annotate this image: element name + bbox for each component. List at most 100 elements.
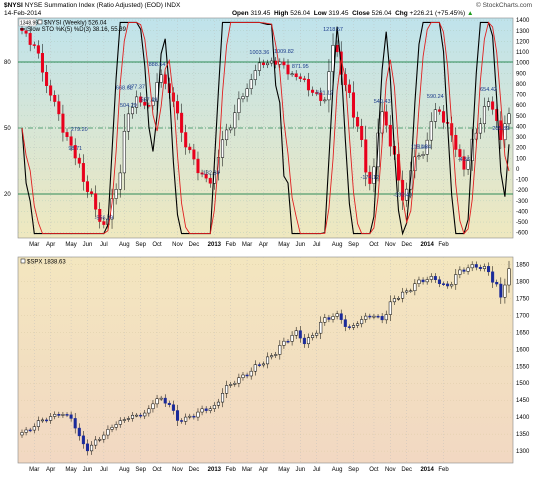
y-tick-label: 1000 (516, 61, 530, 67)
x-tick-label: Mar (242, 467, 252, 473)
nysi-candle (364, 125, 368, 187)
x-tick-label: Sep (135, 242, 146, 248)
nysi-candle (311, 86, 315, 97)
x-tick-label: Oct (369, 467, 379, 473)
y-tick-label: 1450 (516, 398, 530, 404)
nysi-candle (184, 124, 188, 155)
nysi-candle (433, 102, 437, 129)
x-tick-label: Jun (295, 467, 305, 473)
spx-candle (319, 316, 323, 340)
nysi-candle (466, 155, 470, 175)
nysi-candle (61, 104, 65, 142)
spx-candle (376, 314, 380, 319)
spx-candle (20, 429, 24, 438)
nysi-candle (245, 83, 249, 102)
spx-candle (286, 339, 290, 344)
spx-candle (77, 423, 81, 441)
value-label: 1218.57 (323, 27, 343, 33)
nysi-candle (229, 124, 233, 134)
nysi-candle (327, 59, 331, 113)
spx-candle (208, 406, 212, 414)
spx-candle (167, 400, 171, 408)
nysi-candle (499, 111, 503, 150)
nysi-candle (57, 94, 61, 121)
x-tick-label: Jul (313, 242, 321, 248)
nysi-candle (458, 144, 462, 162)
nysi-candle (360, 118, 364, 148)
spx-candle (380, 313, 384, 324)
y-tick-label: -300 (516, 199, 529, 205)
nysi-candle (405, 182, 409, 207)
spx-candle (188, 413, 192, 420)
last-value-badge-text: 1348.99 (20, 21, 38, 27)
x-tick-label: May (278, 242, 289, 248)
spx-candle (73, 412, 77, 434)
spx-candle (36, 416, 40, 431)
spx-candle (81, 431, 85, 449)
spx-candle (65, 412, 69, 418)
nysi-candle (368, 165, 372, 191)
x-tick-label: 2014 (420, 242, 434, 248)
sto-tick-label: 20 (4, 192, 11, 198)
spx-candle (372, 313, 376, 320)
x-tick-label: Aug (332, 242, 343, 248)
spx-candle (143, 409, 147, 420)
nysi-candle (192, 143, 196, 165)
y-tick-label: 200 (516, 146, 527, 152)
nysi-candle (114, 183, 118, 205)
y-tick-label: 1300 (516, 449, 530, 455)
x-tick-label: Feb (438, 467, 449, 473)
y-tick-label: 600 (516, 103, 527, 109)
nysi-candle (221, 130, 225, 167)
nysi-candle (507, 107, 511, 130)
nysi-candle (24, 27, 28, 37)
spx-candle (90, 441, 94, 455)
nysi-candle (45, 64, 49, 94)
spx-candle (384, 310, 388, 324)
x-tick-label: 2013 (208, 242, 222, 248)
nysi-candle (77, 153, 81, 168)
stochastic-lines (21, 21, 510, 236)
nysi-candle (257, 57, 261, 76)
nysi-candle (188, 143, 192, 154)
spx-candle (507, 260, 511, 293)
y-tick-label: 1350 (516, 432, 530, 438)
x-tick-label: Jul (313, 467, 321, 473)
x-tick-label: Feb (226, 242, 237, 248)
spx-candle (196, 408, 200, 421)
spx-candle (159, 395, 163, 401)
spx-candle (261, 361, 265, 368)
x-tick-label: 2014 (420, 467, 434, 473)
y-tick-label: 1400 (516, 18, 530, 24)
x-tick-label: Oct (152, 467, 162, 473)
legend-swatch (20, 258, 26, 264)
x-tick-label: Mar (242, 242, 252, 248)
y-tick-label: 1300 (516, 29, 530, 35)
nysi-candle (98, 202, 102, 229)
legend-spx: $SPX 1838.63 (27, 260, 66, 266)
spx-candle (53, 411, 57, 420)
spx-candle (278, 340, 282, 360)
spx-candle (388, 295, 392, 322)
nysi-candle (478, 117, 482, 140)
y-tick-label: 1750 (516, 296, 530, 302)
spx-candle (425, 276, 429, 285)
x-tick-label: Apr (46, 467, 55, 473)
value-label: 504.29 (120, 103, 137, 109)
spx-candle (450, 281, 454, 289)
spx-candle (302, 334, 306, 348)
y-tick-label: -600 (516, 231, 529, 237)
nysi-candle (28, 26, 32, 52)
spx-candle (69, 411, 73, 422)
y-tick-label: 1650 (516, 330, 530, 336)
x-tick-label: Dec (189, 467, 200, 473)
spx-candle (200, 405, 204, 416)
value-label: 677.37 (128, 85, 145, 91)
spx-candle (274, 351, 278, 358)
spx-candle (118, 417, 122, 428)
spx-candle (212, 402, 216, 412)
nysi-candle (503, 115, 507, 149)
nysi-candle (118, 164, 122, 198)
y-tick-label: -500 (516, 220, 529, 226)
